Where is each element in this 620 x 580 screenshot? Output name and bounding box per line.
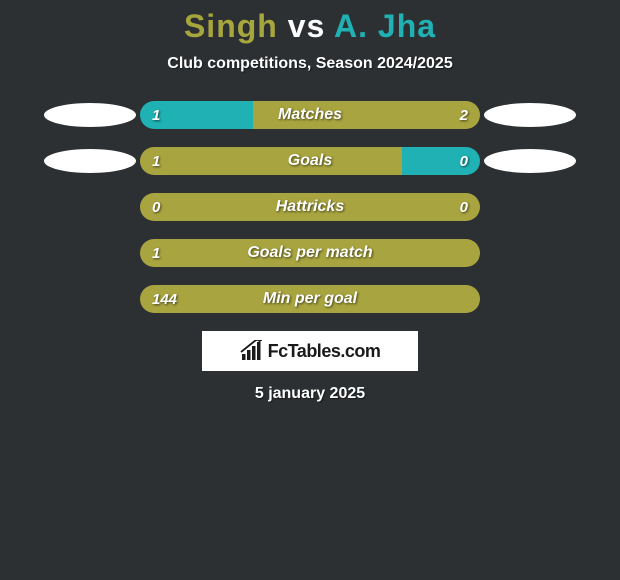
bar-segment-left (140, 239, 480, 267)
bar-segment-left (140, 147, 402, 175)
ellipse-icon (484, 149, 576, 173)
ellipse-icon (484, 103, 576, 127)
stat-bar: Goals10 (140, 147, 480, 175)
ellipse-icon (44, 149, 136, 173)
logo-box: FcTables.com (202, 331, 418, 371)
bar-segment-left (140, 285, 480, 313)
bar-segment-left (140, 101, 253, 129)
bar-segment-left (140, 193, 480, 221)
page-title: Singh vs A. Jha (0, 8, 620, 45)
bar-segment-right (402, 147, 480, 175)
stat-row: Goals per match1 (0, 239, 620, 267)
ellipse-icon (44, 103, 136, 127)
chart-icon (240, 340, 264, 362)
comparison-card: Singh vs A. Jha Club competitions, Seaso… (0, 0, 620, 403)
stat-row: Matches12 (0, 101, 620, 129)
player1-badge (40, 149, 140, 173)
logo: FcTables.com (240, 340, 381, 362)
player2-badge (480, 149, 580, 173)
player2-name: A. Jha (334, 8, 436, 44)
stat-bar: Min per goal144 (140, 285, 480, 313)
stat-row: Goals10 (0, 147, 620, 175)
stat-bar: Goals per match1 (140, 239, 480, 267)
footer-date: 5 january 2025 (0, 385, 620, 403)
player1-name: Singh (184, 8, 278, 44)
stat-row: Hattricks00 (0, 193, 620, 221)
bar-segment-right (253, 101, 480, 129)
vs-separator: vs (288, 8, 326, 44)
logo-text: FcTables.com (268, 341, 381, 362)
stat-bar: Matches12 (140, 101, 480, 129)
stat-rows: Matches12 Goals10 Hattricks00 Goals per mat… (0, 101, 620, 313)
stat-bar: Hattricks00 (140, 193, 480, 221)
player1-badge (40, 103, 140, 127)
player2-badge (480, 103, 580, 127)
stat-row: Min per goal144 (0, 285, 620, 313)
subtitle: Club competitions, Season 2024/2025 (0, 55, 620, 73)
